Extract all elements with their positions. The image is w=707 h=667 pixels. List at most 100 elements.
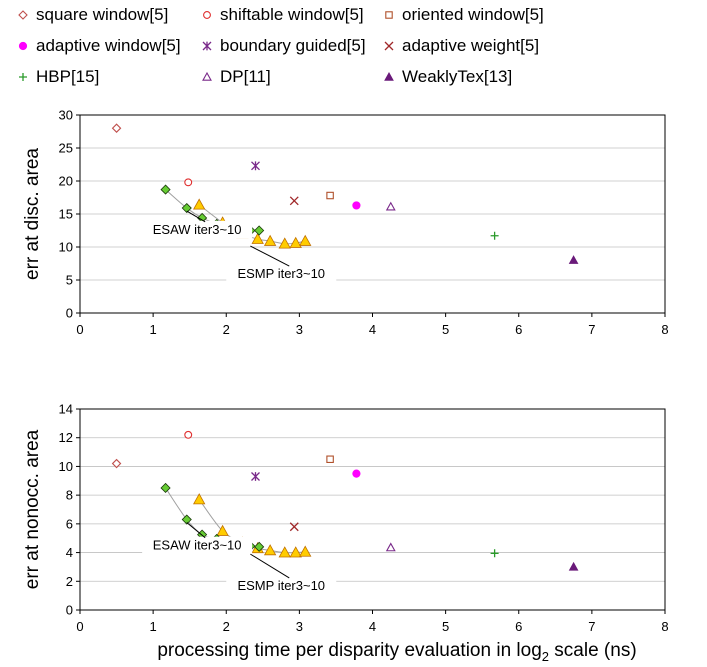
square-window-point bbox=[111, 458, 122, 469]
esmp-point bbox=[193, 493, 206, 505]
annotation-box bbox=[142, 220, 253, 239]
legend-marker-icon bbox=[384, 71, 394, 81]
oriented-window-point bbox=[326, 455, 334, 463]
x-tick-label: 2 bbox=[223, 322, 230, 337]
legend-item-oriented-window: oriented window[5] bbox=[382, 4, 544, 26]
y-tick-label: 2 bbox=[66, 574, 73, 589]
x-tick-label: 1 bbox=[150, 619, 157, 634]
x-axis-label-main: processing time per disparity evaluation… bbox=[157, 640, 541, 661]
y-tick-label: 20 bbox=[59, 174, 73, 189]
weaklytex-point bbox=[568, 561, 579, 571]
legend-item-hbp: HBP[15] bbox=[16, 66, 99, 88]
esmp-point bbox=[251, 232, 264, 244]
dp-marker bbox=[202, 71, 212, 81]
weaklytex-point bbox=[568, 255, 579, 264]
x-tick-label: 7 bbox=[588, 619, 595, 634]
annotation-label: ESAW iter3~10 bbox=[153, 222, 242, 237]
annotation-label: ESMP iter3~10 bbox=[237, 578, 325, 593]
x-axis-label-tail: scale (ns) bbox=[549, 640, 637, 661]
esmp-point bbox=[278, 546, 291, 558]
esaw-point bbox=[254, 541, 265, 552]
boundary-guided-point bbox=[251, 472, 260, 481]
y-tick-label: 0 bbox=[66, 306, 73, 321]
x-tick-label: 0 bbox=[76, 322, 83, 337]
weaklytex-marker bbox=[384, 71, 394, 81]
x-tick-label: 8 bbox=[661, 322, 668, 337]
square-window-marker bbox=[18, 10, 28, 20]
x-tick-label: 4 bbox=[369, 322, 376, 337]
esmp-point bbox=[216, 524, 229, 536]
dp-point bbox=[385, 201, 396, 211]
annotation-leader bbox=[186, 522, 206, 539]
annotation-box bbox=[226, 576, 337, 595]
x-tick-label: 5 bbox=[442, 322, 449, 337]
annotation-label: ESAW iter3~10 bbox=[153, 538, 242, 553]
y-tick-label: 30 bbox=[59, 108, 73, 123]
legend-marker-icon bbox=[384, 41, 394, 51]
legend-item-square-window: square window[5] bbox=[16, 4, 168, 26]
legend-label: oriented window[5] bbox=[402, 5, 544, 24]
esmp-point bbox=[299, 234, 312, 246]
legend-marker-icon bbox=[203, 11, 211, 19]
legend-item-shiftable-window: shiftable window[5] bbox=[200, 4, 364, 26]
esmp-point bbox=[299, 545, 312, 557]
legend-label: DP[11] bbox=[220, 67, 271, 86]
esaw-point bbox=[160, 482, 171, 494]
x-tick-label: 8 bbox=[661, 619, 668, 634]
esaw-point bbox=[181, 514, 192, 525]
x-tick-label: 4 bbox=[369, 619, 376, 634]
legend-label: shiftable window[5] bbox=[220, 5, 364, 24]
legend-label: adaptive window[5] bbox=[36, 36, 181, 55]
legend-item-adaptive-window: adaptive window[5] bbox=[16, 35, 181, 57]
legend-item-weaklytex: WeaklyTex[13] bbox=[382, 66, 512, 88]
legend: square window[5] shiftable window[5] orien… bbox=[0, 0, 707, 100]
x-tick-label: 6 bbox=[515, 322, 522, 337]
legend-item-adaptive-weight: adaptive weight[5] bbox=[382, 35, 539, 57]
adaptive-weight-point bbox=[289, 196, 299, 206]
shiftable-window-marker bbox=[203, 11, 211, 19]
annotation-label: ESMP iter3~10 bbox=[237, 266, 325, 281]
shiftable-window-point bbox=[184, 178, 193, 187]
y-axis-label: err at disc. area bbox=[22, 148, 43, 280]
shiftable-window-point bbox=[184, 430, 193, 439]
esaw-point bbox=[181, 202, 192, 214]
esmp-point bbox=[278, 237, 291, 249]
adaptive-window-marker bbox=[18, 41, 28, 51]
y-axis-label: err at nonocc. area bbox=[22, 429, 43, 589]
adaptive-window-point bbox=[352, 201, 361, 210]
esmp-point bbox=[263, 544, 277, 556]
legend-marker-icon bbox=[202, 71, 212, 81]
legend-marker-icon bbox=[385, 11, 393, 19]
y-tick-label: 5 bbox=[66, 273, 73, 288]
oriented-window-point bbox=[326, 191, 334, 200]
annotation-leader bbox=[250, 245, 290, 267]
legend-item-dp: DP[11] bbox=[200, 66, 271, 88]
x-tick-label: 3 bbox=[296, 619, 303, 634]
hbp-point bbox=[490, 549, 499, 558]
esmp-point bbox=[193, 198, 206, 210]
oriented-window-marker bbox=[385, 11, 393, 19]
x-axis-label-subscript: 2 bbox=[542, 649, 549, 664]
legend-label: boundary guided[5] bbox=[220, 36, 366, 55]
chart-panel-1: 0 5 10 15 20 25 30 0 1 2 3 4 5 6 7 8 err at disc. area ES… bbox=[22, 108, 669, 338]
y-tick-label: 6 bbox=[66, 516, 73, 531]
legend-item-boundary-guided: boundary guided[5] bbox=[200, 35, 366, 57]
y-tick-label: 4 bbox=[66, 545, 73, 560]
annotation-box bbox=[142, 536, 253, 555]
y-tick-label: 12 bbox=[59, 430, 73, 445]
x-tick-label: 1 bbox=[150, 322, 157, 337]
esmp-point bbox=[289, 546, 302, 558]
adaptive-window-point bbox=[352, 469, 361, 478]
esmp-point bbox=[263, 234, 277, 246]
legend-marker-icon bbox=[202, 41, 212, 51]
x-tick-label: 0 bbox=[76, 619, 83, 634]
x-tick-label: 3 bbox=[296, 322, 303, 337]
plot-frame bbox=[79, 408, 666, 611]
esmp-point bbox=[289, 236, 302, 248]
y-tick-label: 14 bbox=[59, 402, 73, 417]
boundary-guided-marker bbox=[202, 41, 212, 51]
y-tick-label: 25 bbox=[59, 141, 73, 156]
legend-marker-icon bbox=[18, 10, 28, 20]
